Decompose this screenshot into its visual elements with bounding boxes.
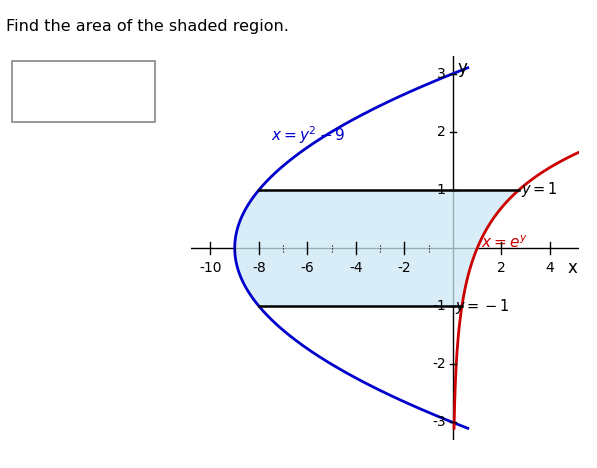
Text: -3: -3 xyxy=(432,416,446,430)
Text: $x = y^2 - 9$: $x = y^2 - 9$ xyxy=(271,124,346,146)
Text: -4: -4 xyxy=(349,261,363,275)
Text: -2: -2 xyxy=(398,261,411,275)
Text: 4: 4 xyxy=(546,261,555,275)
Text: -1: -1 xyxy=(432,299,446,313)
Text: -8: -8 xyxy=(252,261,266,275)
Text: -2: -2 xyxy=(432,358,446,371)
Text: $x = e^y$: $x = e^y$ xyxy=(481,234,528,250)
Text: 3: 3 xyxy=(437,66,446,80)
Text: x: x xyxy=(568,258,578,277)
Text: $y = 1$: $y = 1$ xyxy=(521,180,558,199)
Text: Find the area of the shaded region.: Find the area of the shaded region. xyxy=(6,19,289,34)
Text: -6: -6 xyxy=(300,261,315,275)
Text: $y = -1$: $y = -1$ xyxy=(455,297,510,316)
Text: 1: 1 xyxy=(437,183,446,197)
Text: 2: 2 xyxy=(497,261,506,275)
Text: 2: 2 xyxy=(437,125,446,139)
Text: y: y xyxy=(457,59,467,77)
Text: -10: -10 xyxy=(199,261,221,275)
